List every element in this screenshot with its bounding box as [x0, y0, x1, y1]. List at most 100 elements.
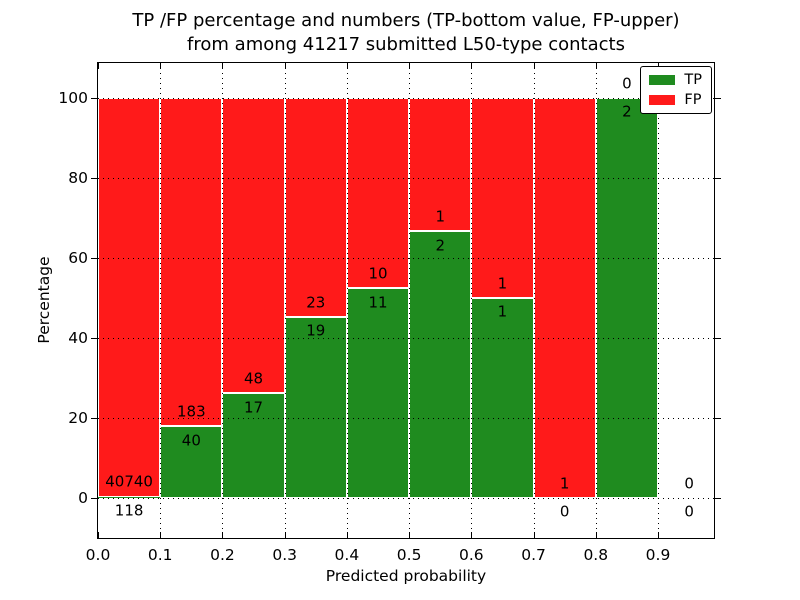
v-gridline: [284, 63, 286, 538]
x-axis-tick: [596, 63, 597, 69]
chart-title: TP /FP percentage and numbers (TP-bottom…: [97, 9, 715, 57]
tp-legend-swatch: [649, 75, 676, 85]
x-axis-tick: [658, 532, 659, 538]
h-gridline: [98, 98, 714, 99]
x-tick-label: 0.5: [396, 546, 422, 564]
fp-count-label: 0: [622, 74, 632, 93]
fp-count-label: 23: [306, 293, 326, 312]
plot-area: 40740 118 183 40 48 17 23 19 10 11 1 2 1 1 1 0 0 2 0 0 TP F…: [91, 62, 721, 539]
x-tick-label: 0.6: [459, 546, 484, 564]
y-tick-label: 40: [68, 328, 88, 347]
x-axis-tick: [160, 532, 161, 538]
v-gridline: [658, 63, 659, 538]
x-tick-label: 0.0: [85, 546, 111, 564]
x-axis-tick: [285, 63, 286, 69]
y-tick-label: 0: [78, 488, 88, 507]
h-gridline: [98, 338, 714, 339]
y-axis-tick: [91, 178, 97, 179]
x-tick-label: 0.3: [272, 546, 297, 564]
fp-count-label: 0: [684, 474, 694, 493]
fp-legend-label: FP: [684, 92, 702, 108]
fp-count-label: 10: [368, 264, 388, 283]
fp-legend-swatch: [649, 95, 676, 105]
x-axis-label: Predicted probability: [325, 567, 487, 585]
tp-count-label: 118: [114, 501, 144, 520]
fp-count-label: 1: [559, 474, 570, 493]
v-gridline: [222, 63, 224, 538]
legend: TP FP: [640, 66, 712, 114]
tp-count-label: 1: [497, 302, 508, 321]
h-gridline: [98, 418, 714, 419]
x-tick-label: 0.8: [583, 546, 609, 564]
chart-title-line2: from among 41217 submitted L50-type cont…: [187, 34, 625, 55]
x-axis-tick: [98, 532, 99, 538]
x-axis-tick: [160, 63, 161, 69]
y-axis-tick: [91, 258, 97, 259]
y-axis-tick: [715, 498, 721, 499]
tp-bar-segment: [409, 231, 472, 498]
tp-count-label: 2: [622, 102, 632, 121]
x-axis-tick: [347, 63, 348, 69]
y-axis-tick: [715, 178, 721, 179]
y-tick-label: 80: [68, 168, 88, 187]
tp-count-label: 0: [559, 502, 570, 521]
tp-count-label: 0: [684, 502, 694, 521]
v-gridline: [160, 63, 162, 538]
fp-bar-segment: [222, 98, 285, 394]
y-axis-tick: [715, 418, 721, 419]
tp-count-label: 17: [244, 398, 264, 417]
v-gridline: [346, 63, 348, 538]
x-axis-tick: [471, 532, 472, 538]
v-gridline: [471, 63, 473, 538]
x-tick-label: 0.7: [521, 546, 546, 564]
fp-bar-segment: [160, 98, 223, 427]
y-axis-tick: [91, 338, 97, 339]
y-axis-tick: [715, 98, 721, 99]
x-tick-label: 0.9: [645, 546, 671, 564]
tp-bar-segment: [284, 317, 347, 498]
tp-count-label: 11: [368, 293, 388, 312]
fp-bar-segment: [533, 98, 596, 498]
fp-count-label: 48: [244, 369, 264, 388]
y-axis-tick: [715, 338, 721, 339]
y-tick-label: 100: [58, 88, 88, 107]
tp-bar-segment: [160, 426, 223, 498]
fp-count-label: 1: [435, 207, 445, 226]
v-gridline: [595, 63, 597, 538]
x-axis-tick: [596, 532, 597, 538]
h-gridline: [98, 258, 714, 259]
x-axis-tick: [471, 63, 472, 69]
fp-bar-segment: [284, 98, 347, 318]
legend-item-fp: FP: [649, 93, 702, 107]
x-axis-tick: [534, 532, 535, 538]
x-axis-tick: [98, 63, 99, 69]
tp-bar-segment: [98, 496, 161, 498]
y-tick-label: 60: [68, 248, 88, 267]
y-axis-tick: [91, 98, 97, 99]
x-axis-tick: [409, 63, 410, 69]
y-axis-tick: [91, 418, 97, 419]
chart-title-line1: TP /FP percentage and numbers (TP-bottom…: [132, 10, 680, 31]
v-gridline: [409, 63, 411, 538]
legend-item-tp: TP: [649, 73, 702, 87]
tp-bar-segment: [471, 298, 534, 498]
tp-count-label: 40: [181, 431, 201, 450]
tp-count-label: 2: [435, 236, 445, 255]
x-axis-tick: [222, 532, 223, 538]
fp-count-label: 183: [177, 402, 206, 421]
fp-count-label: 40740: [105, 472, 153, 491]
y-tick-label: 20: [68, 408, 88, 427]
fp-bar-segment: [471, 98, 534, 298]
fp-count-label: 1: [497, 274, 508, 293]
tp-bar-segment: [346, 288, 410, 498]
x-axis-tick: [222, 63, 223, 69]
h-gridline: [98, 498, 714, 499]
x-axis-tick: [285, 532, 286, 538]
x-axis-tick: [534, 63, 535, 69]
y-axis-tick: [715, 258, 721, 259]
fp-bar-segment: [346, 98, 410, 289]
x-axis-tick: [347, 532, 348, 538]
h-gridline: [98, 178, 714, 179]
x-tick-label: 0.1: [147, 546, 173, 564]
